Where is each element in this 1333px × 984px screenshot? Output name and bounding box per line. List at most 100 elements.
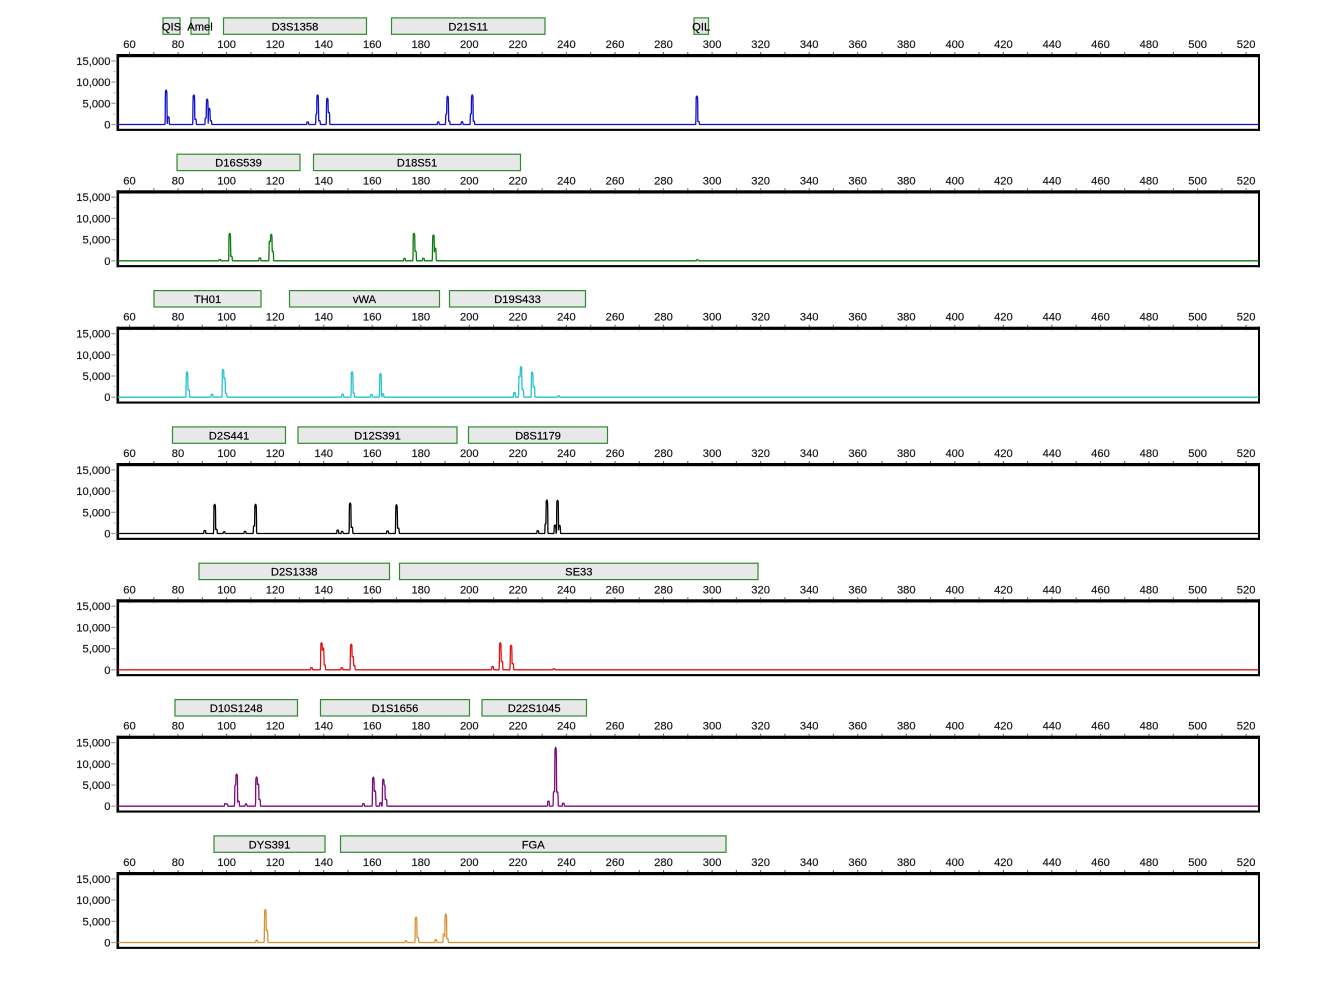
svg-text:440: 440 (1043, 39, 1062, 51)
svg-text:440: 440 (1043, 584, 1062, 596)
svg-text:380: 380 (897, 448, 916, 460)
svg-text:15,000: 15,000 (76, 874, 110, 886)
svg-text:400: 400 (945, 857, 964, 869)
svg-text:340: 340 (800, 448, 819, 460)
svg-text:180: 180 (411, 721, 430, 733)
svg-text:160: 160 (363, 312, 382, 324)
svg-text:260: 260 (606, 175, 625, 187)
svg-text:480: 480 (1140, 175, 1159, 187)
svg-text:D10S1248: D10S1248 (210, 703, 263, 715)
svg-text:60: 60 (123, 448, 135, 460)
svg-text:80: 80 (172, 721, 184, 733)
svg-text:60: 60 (123, 721, 135, 733)
svg-text:QIS: QIS (162, 21, 181, 33)
svg-text:220: 220 (509, 721, 528, 733)
svg-text:320: 320 (751, 312, 770, 324)
svg-text:100: 100 (217, 584, 236, 596)
svg-text:240: 240 (557, 175, 576, 187)
svg-text:300: 300 (703, 312, 722, 324)
svg-text:200: 200 (460, 584, 479, 596)
svg-text:500: 500 (1188, 857, 1207, 869)
svg-text:360: 360 (848, 584, 867, 596)
svg-text:400: 400 (945, 175, 964, 187)
svg-text:140: 140 (314, 175, 333, 187)
svg-text:D19S433: D19S433 (494, 294, 541, 306)
svg-text:320: 320 (751, 584, 770, 596)
svg-text:100: 100 (217, 448, 236, 460)
svg-text:160: 160 (363, 448, 382, 460)
svg-text:320: 320 (751, 175, 770, 187)
svg-text:80: 80 (172, 857, 184, 869)
svg-text:100: 100 (217, 39, 236, 51)
svg-text:220: 220 (509, 857, 528, 869)
svg-text:240: 240 (557, 584, 576, 596)
svg-text:440: 440 (1043, 312, 1062, 324)
svg-text:520: 520 (1237, 857, 1256, 869)
svg-text:80: 80 (172, 175, 184, 187)
svg-text:260: 260 (606, 584, 625, 596)
svg-text:460: 460 (1091, 448, 1110, 460)
svg-text:140: 140 (314, 584, 333, 596)
svg-text:200: 200 (460, 857, 479, 869)
svg-text:240: 240 (557, 312, 576, 324)
svg-text:400: 400 (945, 584, 964, 596)
svg-text:80: 80 (172, 312, 184, 324)
svg-text:10,000: 10,000 (76, 759, 110, 771)
svg-text:220: 220 (509, 448, 528, 460)
svg-text:200: 200 (460, 175, 479, 187)
svg-text:140: 140 (314, 857, 333, 869)
svg-text:D3S1358: D3S1358 (272, 21, 319, 33)
svg-text:280: 280 (654, 39, 673, 51)
svg-text:460: 460 (1091, 584, 1110, 596)
svg-text:260: 260 (606, 721, 625, 733)
svg-text:260: 260 (606, 312, 625, 324)
svg-text:120: 120 (266, 312, 285, 324)
svg-text:15,000: 15,000 (76, 329, 110, 341)
svg-text:180: 180 (411, 312, 430, 324)
svg-text:480: 480 (1140, 448, 1159, 460)
svg-text:160: 160 (363, 584, 382, 596)
svg-text:vWA: vWA (353, 294, 377, 306)
svg-text:340: 340 (800, 312, 819, 324)
svg-text:FGA: FGA (522, 839, 546, 851)
svg-text:D16S539: D16S539 (215, 158, 262, 170)
svg-text:0: 0 (104, 392, 110, 404)
svg-text:480: 480 (1140, 584, 1159, 596)
svg-text:460: 460 (1091, 175, 1110, 187)
svg-text:140: 140 (314, 448, 333, 460)
svg-text:15,000: 15,000 (76, 192, 110, 204)
svg-text:500: 500 (1188, 175, 1207, 187)
svg-text:140: 140 (314, 721, 333, 733)
svg-text:300: 300 (703, 584, 722, 596)
svg-text:300: 300 (703, 857, 722, 869)
svg-text:160: 160 (363, 857, 382, 869)
svg-text:500: 500 (1188, 39, 1207, 51)
svg-text:480: 480 (1140, 857, 1159, 869)
svg-text:520: 520 (1237, 448, 1256, 460)
svg-text:360: 360 (848, 857, 867, 869)
svg-text:220: 220 (509, 175, 528, 187)
svg-text:340: 340 (800, 857, 819, 869)
svg-text:D12S391: D12S391 (354, 430, 401, 442)
svg-text:500: 500 (1188, 721, 1207, 733)
svg-text:5,000: 5,000 (83, 507, 111, 519)
svg-text:300: 300 (703, 175, 722, 187)
svg-text:D18S51: D18S51 (397, 158, 437, 170)
svg-text:320: 320 (751, 448, 770, 460)
svg-text:400: 400 (945, 312, 964, 324)
svg-text:240: 240 (557, 857, 576, 869)
svg-text:280: 280 (654, 175, 673, 187)
svg-text:360: 360 (848, 721, 867, 733)
svg-text:180: 180 (411, 448, 430, 460)
svg-text:460: 460 (1091, 721, 1110, 733)
svg-text:280: 280 (654, 857, 673, 869)
svg-text:220: 220 (509, 312, 528, 324)
svg-text:180: 180 (411, 857, 430, 869)
svg-text:300: 300 (703, 448, 722, 460)
svg-text:0: 0 (104, 529, 110, 541)
svg-text:460: 460 (1091, 39, 1110, 51)
svg-text:300: 300 (703, 721, 722, 733)
svg-text:100: 100 (217, 175, 236, 187)
svg-text:120: 120 (266, 721, 285, 733)
svg-text:440: 440 (1043, 175, 1062, 187)
